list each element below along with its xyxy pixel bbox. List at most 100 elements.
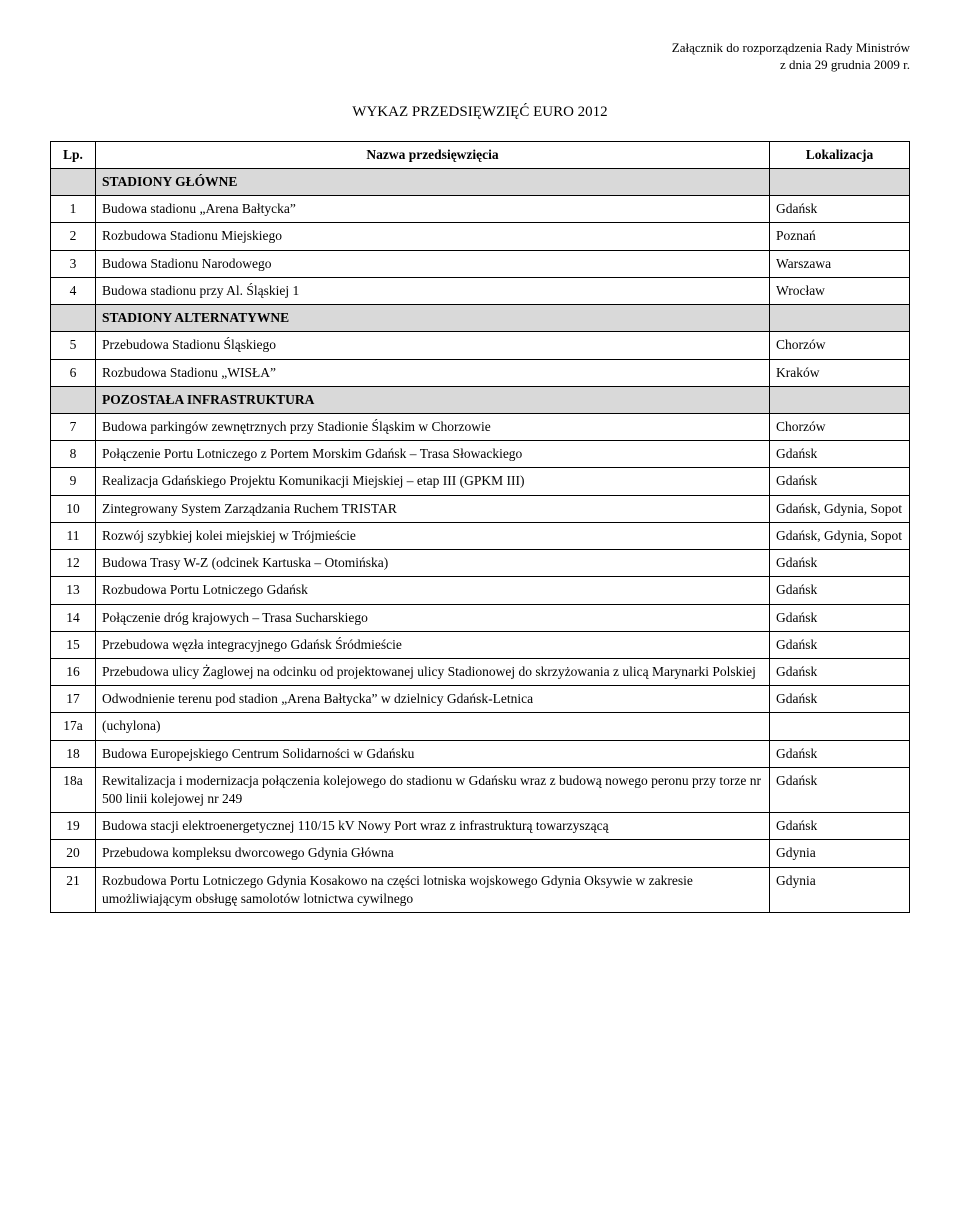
section-blank: [51, 386, 96, 413]
cell-lp: 13: [51, 577, 96, 604]
cell-name: Przebudowa węzła integracyjnego Gdańsk Ś…: [96, 631, 770, 658]
cell-name: Budowa stacji elektroenergetycznej 110/1…: [96, 813, 770, 840]
table-row: 18Budowa Europejskiego Centrum Solidarno…: [51, 740, 910, 767]
table-row: 8Połączenie Portu Lotniczego z Portem Mo…: [51, 441, 910, 468]
cell-lp: 20: [51, 840, 96, 867]
cell-name: Rozbudowa Stadionu Miejskiego: [96, 223, 770, 250]
cell-loc: Gdańsk: [770, 550, 910, 577]
cell-name: Rozbudowa Portu Lotniczego Gdańsk: [96, 577, 770, 604]
table-row: 6Rozbudowa Stadionu „WISŁA”Kraków: [51, 359, 910, 386]
attachment-line-1: Załącznik do rozporządzenia Rady Ministr…: [672, 40, 910, 55]
section-row: STADIONY GŁÓWNE: [51, 169, 910, 196]
cell-loc: Gdańsk: [770, 441, 910, 468]
table-row: 7Budowa parkingów zewnętrznych przy Stad…: [51, 413, 910, 440]
cell-lp: 12: [51, 550, 96, 577]
document-title: WYKAZ PRZEDSIĘWZIĘĆ EURO 2012: [50, 104, 910, 121]
cell-loc: Kraków: [770, 359, 910, 386]
cell-lp: 4: [51, 277, 96, 304]
cell-lp: 10: [51, 495, 96, 522]
header-name: Nazwa przedsięwzięcia: [96, 141, 770, 168]
header-lp: Lp.: [51, 141, 96, 168]
cell-name: Przebudowa kompleksu dworcowego Gdynia G…: [96, 840, 770, 867]
cell-loc: Gdańsk: [770, 196, 910, 223]
cell-name: Budowa parkingów zewnętrznych przy Stadi…: [96, 413, 770, 440]
cell-lp: 15: [51, 631, 96, 658]
cell-lp: 17: [51, 686, 96, 713]
cell-lp: 8: [51, 441, 96, 468]
table-row: 15Przebudowa węzła integracyjnego Gdańsk…: [51, 631, 910, 658]
cell-name: Połączenie dróg krajowych – Trasa Suchar…: [96, 604, 770, 631]
cell-name: Realizacja Gdańskiego Projektu Komunikac…: [96, 468, 770, 495]
table-row: 14Połączenie dróg krajowych – Trasa Such…: [51, 604, 910, 631]
cell-lp: 21: [51, 867, 96, 912]
cell-name: (uchylona): [96, 713, 770, 740]
cell-name: Budowa stadionu „Arena Bałtycka”: [96, 196, 770, 223]
table-row: 4Budowa stadionu przy Al. Śląskiej 1Wroc…: [51, 277, 910, 304]
table-row: 17Odwodnienie terenu pod stadion „Arena …: [51, 686, 910, 713]
table-row: 11Rozwój szybkiej kolei miejskiej w Trój…: [51, 522, 910, 549]
section-blank: [770, 169, 910, 196]
table-row: 17a(uchylona): [51, 713, 910, 740]
cell-lp: 2: [51, 223, 96, 250]
cell-lp: 14: [51, 604, 96, 631]
section-blank: [770, 305, 910, 332]
cell-loc: Chorzów: [770, 332, 910, 359]
table-header-row: Lp. Nazwa przedsięwzięcia Lokalizacja: [51, 141, 910, 168]
cell-lp: 18: [51, 740, 96, 767]
cell-lp: 7: [51, 413, 96, 440]
section-blank: [51, 305, 96, 332]
table-row: 19Budowa stacji elektroenergetycznej 110…: [51, 813, 910, 840]
attachment-line-2: z dnia 29 grudnia 2009 r.: [780, 57, 910, 72]
cell-name: Rozwój szybkiej kolei miejskiej w Trójmi…: [96, 522, 770, 549]
cell-name: Budowa stadionu przy Al. Śląskiej 1: [96, 277, 770, 304]
cell-name: Rozbudowa Stadionu „WISŁA”: [96, 359, 770, 386]
cell-lp: 18a: [51, 767, 96, 812]
cell-lp: 6: [51, 359, 96, 386]
cell-loc: Gdańsk: [770, 813, 910, 840]
section-title: STADIONY ALTERNATYWNE: [96, 305, 770, 332]
attachment-note: Załącznik do rozporządzenia Rady Ministr…: [50, 40, 910, 74]
table-row: 12Budowa Trasy W-Z (odcinek Kartuska – O…: [51, 550, 910, 577]
cell-lp: 3: [51, 250, 96, 277]
table-row: 10Zintegrowany System Zarządzania Ruchem…: [51, 495, 910, 522]
section-row: POZOSTAŁA INFRASTRUKTURA: [51, 386, 910, 413]
cell-loc: Gdańsk: [770, 604, 910, 631]
cell-name: Połączenie Portu Lotniczego z Portem Mor…: [96, 441, 770, 468]
table-row: 2Rozbudowa Stadionu MiejskiegoPoznań: [51, 223, 910, 250]
cell-loc: Gdynia: [770, 840, 910, 867]
cell-loc: Wrocław: [770, 277, 910, 304]
cell-loc: Poznań: [770, 223, 910, 250]
cell-loc: Chorzów: [770, 413, 910, 440]
header-loc: Lokalizacja: [770, 141, 910, 168]
table-row: 21Rozbudowa Portu Lotniczego Gdynia Kosa…: [51, 867, 910, 912]
section-row: STADIONY ALTERNATYWNE: [51, 305, 910, 332]
cell-name: Rewitalizacja i modernizacja połączenia …: [96, 767, 770, 812]
cell-name: Odwodnienie terenu pod stadion „Arena Ba…: [96, 686, 770, 713]
cell-lp: 19: [51, 813, 96, 840]
cell-name: Rozbudowa Portu Lotniczego Gdynia Kosako…: [96, 867, 770, 912]
cell-loc: [770, 713, 910, 740]
cell-lp: 1: [51, 196, 96, 223]
cell-loc: Gdańsk: [770, 686, 910, 713]
cell-loc: Gdańsk: [770, 658, 910, 685]
cell-name: Przebudowa Stadionu Śląskiego: [96, 332, 770, 359]
cell-loc: Gdynia: [770, 867, 910, 912]
table-row: 3Budowa Stadionu NarodowegoWarszawa: [51, 250, 910, 277]
table-row: 1Budowa stadionu „Arena Bałtycka”Gdańsk: [51, 196, 910, 223]
cell-loc: Gdańsk: [770, 631, 910, 658]
section-blank: [770, 386, 910, 413]
cell-name: Przebudowa ulicy Żaglowej na odcinku od …: [96, 658, 770, 685]
section-title: POZOSTAŁA INFRASTRUKTURA: [96, 386, 770, 413]
cell-loc: Gdańsk: [770, 577, 910, 604]
cell-lp: 11: [51, 522, 96, 549]
table-row: 20Przebudowa kompleksu dworcowego Gdynia…: [51, 840, 910, 867]
cell-lp: 9: [51, 468, 96, 495]
cell-loc: Gdańsk: [770, 468, 910, 495]
table-row: 16Przebudowa ulicy Żaglowej na odcinku o…: [51, 658, 910, 685]
cell-loc: Gdańsk: [770, 767, 910, 812]
cell-lp: 17a: [51, 713, 96, 740]
cell-loc: Gdańsk, Gdynia, Sopot: [770, 522, 910, 549]
cell-name: Budowa Stadionu Narodowego: [96, 250, 770, 277]
table-row: 18aRewitalizacja i modernizacja połączen…: [51, 767, 910, 812]
table-row: 13Rozbudowa Portu Lotniczego GdańskGdańs…: [51, 577, 910, 604]
